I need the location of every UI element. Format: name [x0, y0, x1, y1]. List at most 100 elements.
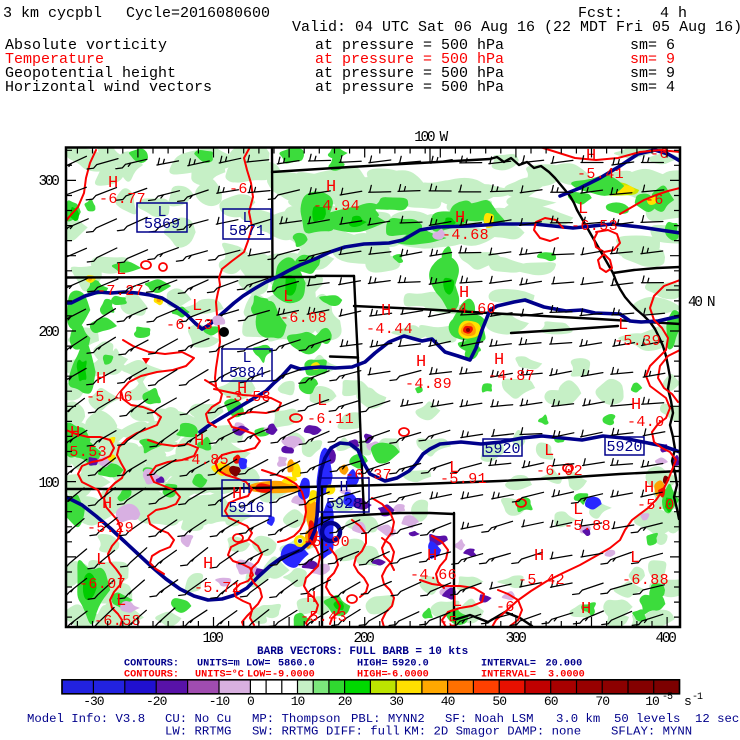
svg-text:H: H — [237, 380, 248, 399]
svg-text:100 W: 100 W — [414, 130, 448, 146]
svg-text:-1: -1 — [692, 692, 703, 703]
svg-text:10: 10 — [291, 694, 305, 709]
svg-text:LOW=: LOW= — [246, 659, 270, 670]
svg-text:20: 20 — [338, 694, 352, 709]
svg-text:3.0000: 3.0000 — [548, 670, 585, 681]
svg-text:MP: Thompson: MP: Thompson — [252, 712, 341, 726]
svg-text:5860.0: 5860.0 — [278, 659, 315, 670]
svg-text:H: H — [455, 209, 466, 228]
svg-text:Model Info: V3.8: Model Info: V3.8 — [27, 712, 145, 726]
svg-text:-5.0: -5.0 — [637, 497, 675, 514]
svg-text:s: s — [684, 694, 692, 709]
svg-text:-5: -5 — [439, 614, 458, 631]
svg-text:L: L — [116, 592, 127, 611]
svg-text:5871: 5871 — [229, 223, 265, 240]
svg-text:-5.42: -5.42 — [518, 572, 565, 589]
svg-text:200: 200 — [354, 631, 375, 647]
svg-text:H: H — [194, 432, 205, 451]
svg-text:-5.88: -5.88 — [564, 518, 611, 535]
svg-text:DIFF: full: DIFF: full — [326, 725, 400, 739]
svg-text:-4.44: -4.44 — [366, 321, 413, 338]
svg-text:100: 100 — [203, 631, 224, 647]
svg-text:L: L — [618, 316, 629, 335]
svg-text:5928: 5928 — [326, 496, 362, 513]
svg-text:H: H — [70, 424, 81, 443]
svg-text:300: 300 — [39, 174, 60, 190]
svg-text:CONTOURS:: CONTOURS: — [124, 670, 179, 681]
svg-text:50 levels: 50 levels — [614, 712, 680, 726]
svg-text:HIGH=: HIGH= — [357, 670, 388, 681]
svg-text:-5.41: -5.41 — [577, 166, 624, 183]
svg-text:-6: -6 — [645, 192, 664, 209]
svg-text:5869: 5869 — [144, 216, 180, 233]
svg-text:-6.02: -6.02 — [536, 463, 583, 480]
svg-text:-5: -5 — [662, 692, 673, 703]
svg-text:H: H — [102, 495, 113, 514]
svg-text:Cycle=2016080600: Cycle=2016080600 — [126, 5, 270, 22]
svg-text:-6.11: -6.11 — [307, 411, 354, 428]
svg-text:-6.53: -6.53 — [571, 218, 618, 235]
svg-text:PBL: MYNN2: PBL: MYNN2 — [351, 712, 425, 726]
svg-text:-4.68: -4.68 — [442, 227, 489, 244]
svg-text:SW: RRTMG: SW: RRTMG — [252, 725, 318, 739]
svg-text:100: 100 — [39, 476, 60, 492]
svg-text:H: H — [427, 547, 438, 566]
svg-text:L: L — [157, 204, 166, 221]
svg-text:H: H — [459, 284, 470, 303]
svg-text:60: 60 — [544, 694, 558, 709]
svg-text:-4.87: -4.87 — [488, 368, 535, 385]
svg-text:H: H — [339, 479, 348, 496]
svg-text:L: L — [116, 261, 127, 280]
svg-text:at pressure = 500 hPa: at pressure = 500 hPa — [315, 51, 504, 68]
svg-text:-4.89: -4.89 — [405, 376, 452, 393]
svg-text:0: 0 — [247, 694, 254, 709]
svg-text:Geopotential height: Geopotential height — [5, 65, 176, 82]
svg-text:UNITS=°C: UNITS=°C — [195, 669, 244, 681]
svg-text:INTERVAL=: INTERVAL= — [481, 670, 536, 681]
svg-text:H: H — [242, 481, 251, 498]
svg-text:L: L — [630, 549, 641, 568]
svg-text:5920.0: 5920.0 — [392, 659, 429, 670]
svg-text:CU: No Cu: CU: No Cu — [165, 712, 231, 726]
svg-text:-6.58: -6.58 — [94, 613, 141, 630]
svg-text:Temperature: Temperature — [5, 51, 104, 68]
svg-text:12 sec: 12 sec — [695, 712, 739, 726]
svg-text:200: 200 — [39, 325, 60, 341]
svg-text:-5.29: -5.29 — [87, 520, 134, 537]
svg-text:H: H — [494, 351, 505, 370]
svg-text:-4.94: -4.94 — [313, 198, 360, 215]
svg-text:H: H — [644, 479, 655, 498]
svg-text:5920: 5920 — [606, 439, 642, 456]
svg-text:H: H — [108, 174, 119, 193]
svg-text:-6: -6 — [650, 146, 669, 163]
svg-text:L: L — [573, 501, 584, 520]
svg-text:Fcst:: Fcst: — [578, 5, 623, 22]
svg-text:Valid: 04 UTC Sat 06 Aug 16 (2: Valid: 04 UTC Sat 06 Aug 16 (22 MDT Fri … — [292, 19, 740, 36]
svg-text:-5.91: -5.91 — [440, 471, 487, 488]
svg-text:-6.88: -6.88 — [622, 572, 669, 589]
svg-text:5884: 5884 — [229, 365, 265, 382]
svg-text:-6: -6 — [496, 599, 515, 616]
svg-text:-6.77: -6.77 — [99, 191, 146, 208]
svg-text:L: L — [317, 392, 328, 411]
svg-text:-5.53: -5.53 — [60, 444, 107, 461]
svg-text:sm= 9: sm= 9 — [630, 51, 675, 68]
svg-text:H: H — [326, 178, 337, 197]
svg-text:H: H — [581, 600, 592, 619]
svg-text:-7.27: -7.27 — [97, 283, 144, 300]
svg-text:-6.37: -6.37 — [345, 467, 392, 484]
svg-text:-6.07: -6.07 — [79, 576, 126, 593]
svg-text:LOW=: LOW= — [247, 670, 271, 681]
svg-text:70: 70 — [595, 694, 609, 709]
svg-text:L: L — [452, 593, 463, 612]
svg-text:10: 10 — [645, 694, 659, 709]
svg-text:-9.0000: -9.0000 — [272, 670, 315, 681]
svg-text:H: H — [631, 396, 642, 415]
svg-text:3 km cycpbl: 3 km cycpbl — [3, 5, 102, 22]
svg-text:-5.39: -5.39 — [614, 333, 661, 350]
svg-text:KM: 2D Smagor DAMP: none: KM: 2D Smagor DAMP: none — [404, 725, 581, 739]
svg-text:40: 40 — [441, 694, 455, 709]
svg-text:L: L — [283, 288, 294, 307]
svg-text:LW: RRTMG: LW: RRTMG — [165, 725, 231, 739]
svg-text:-4.0: -4.0 — [627, 414, 665, 431]
